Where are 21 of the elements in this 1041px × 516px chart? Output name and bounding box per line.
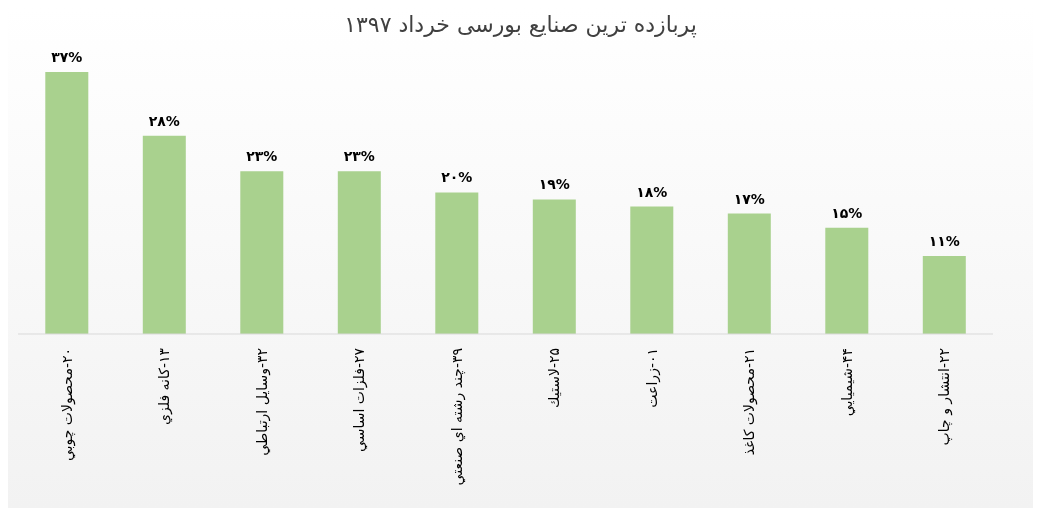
x-tick-label: ۳۹-چند رشته اي صنعتي	[448, 348, 466, 486]
x-tick-label: ۰۱-زراعت	[643, 348, 661, 408]
data-label: ۱۸%	[636, 183, 668, 200]
data-label: ۱۵%	[831, 204, 863, 221]
x-tick-label: ۱۳-كانه فلزي	[156, 347, 174, 425]
data-label: ۲۸%	[148, 112, 180, 129]
data-label: ۲۰%	[441, 169, 473, 186]
x-tick-label: ۲۰-محصولات چوبي	[58, 348, 76, 462]
data-label: ۳۷%	[51, 49, 83, 65]
x-tick-label: ۲۵-لاستيك	[546, 348, 563, 409]
data-label: ۱۱%	[928, 233, 960, 250]
data-label: ۲۳%	[343, 148, 375, 165]
chart-title: پربازده ترین صنایع بورسی خرداد ۱۳۹۷	[343, 11, 698, 40]
data-label: ۱۹%	[538, 176, 570, 193]
x-tick-label: ۲۷-فلزات اساسي	[351, 347, 369, 452]
x-tick-label: ۴۴-شيميايي	[838, 348, 856, 417]
data-label: ۱۷%	[733, 190, 765, 207]
data-label: ۲۳%	[246, 148, 278, 165]
x-tick-label: ۲۲-انتشار و چاپ	[936, 348, 954, 446]
x-tick-label: ۲۱-محصولات كاغذ	[741, 348, 759, 456]
x-tick-label: ۳۲-وسايل ارتباطي	[253, 348, 271, 456]
